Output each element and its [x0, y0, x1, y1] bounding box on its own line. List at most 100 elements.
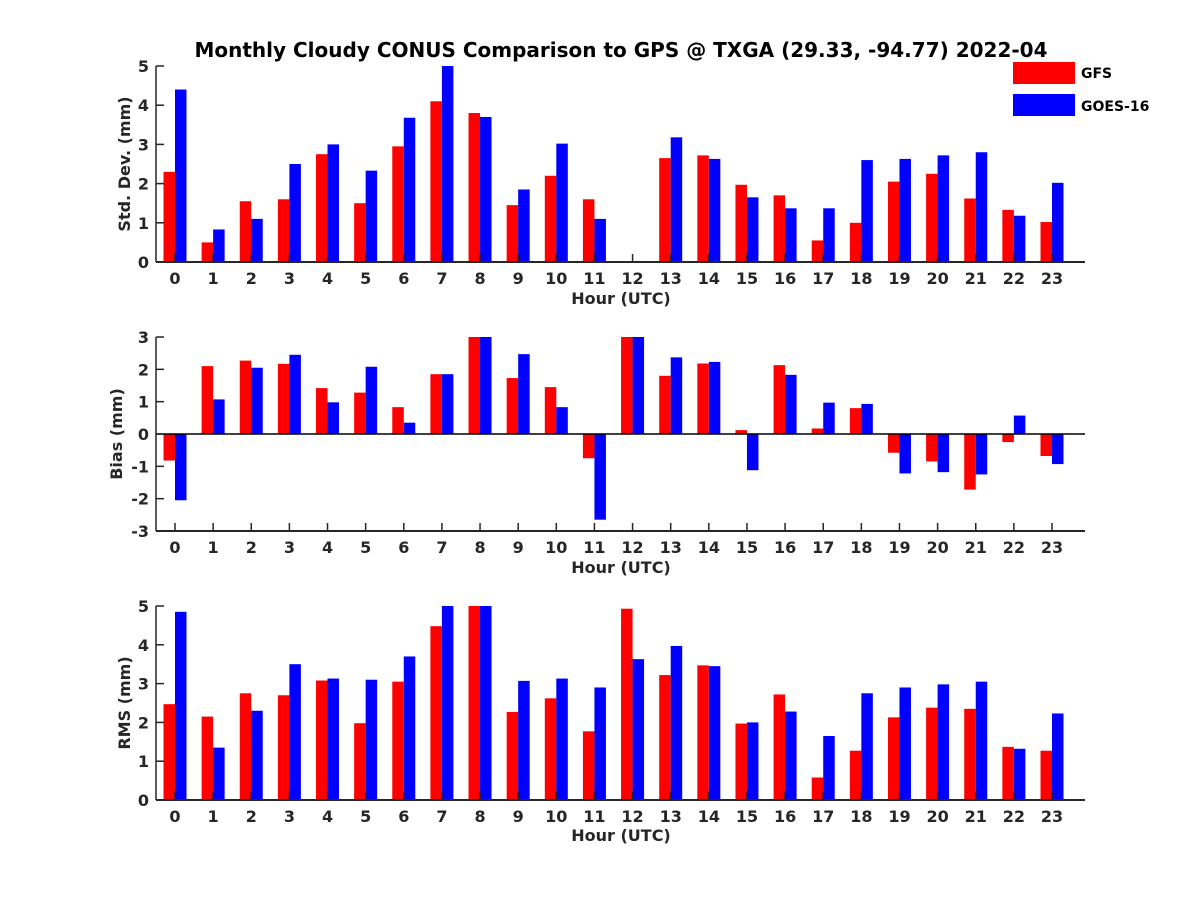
std-dev-x-tick-label: 17	[812, 269, 834, 288]
std-dev-bar-goes-16-hour-18	[861, 160, 873, 262]
bias-bar-gfs-hour-18	[849, 408, 862, 434]
std-dev-x-tick-label: 23	[1041, 269, 1063, 288]
std-dev-x-tick-label: 8	[474, 269, 485, 288]
bias-bar-goes-16-hour-7	[441, 374, 454, 434]
rms-y-tick-label: 2	[138, 713, 149, 732]
std-dev-y-tick-label: 0	[138, 253, 149, 272]
rms-bar-gfs-hour-4	[316, 680, 328, 800]
bias-x-tick-label: 8	[474, 538, 485, 557]
rms-bar-gfs-hour-18	[849, 750, 862, 800]
bias-x-tick-label: 14	[698, 538, 720, 557]
bias-y-axis-label: Bias (mm)	[107, 388, 126, 480]
rms-x-tick-label: 10	[545, 807, 567, 826]
bias-x-tick-label: 2	[246, 538, 257, 557]
bias-x-axis-label: Hour (UTC)	[571, 558, 671, 577]
rms-y-tick-label: 1	[138, 752, 149, 771]
bias-x-tick-label: 22	[1003, 538, 1025, 557]
bias-bar-goes-16-hour-1	[213, 399, 225, 434]
rms-x-axis-label: Hour (UTC)	[571, 826, 671, 845]
std-dev-bar-gfs-hour-21	[964, 198, 976, 262]
std-dev-bar-gfs-hour-17	[811, 240, 824, 262]
std-dev-x-tick-label: 21	[965, 269, 987, 288]
rms-bar-gfs-hour-14	[697, 665, 709, 800]
rms-bar-goes-16-hour-21	[975, 681, 988, 800]
std-dev-bar-gfs-hour-15	[735, 184, 747, 262]
std-dev-bar-gfs-hour-14	[697, 155, 709, 262]
bias-x-tick-label: 0	[169, 538, 180, 557]
std-dev-bar-gfs-hour-1	[201, 242, 214, 262]
rms-bar-goes-16-hour-19	[899, 687, 911, 800]
bias-bar-goes-16-hour-4	[327, 402, 340, 434]
bias-bar-goes-16-hour-23	[1052, 434, 1064, 465]
legend-swatch-gfs	[1013, 62, 1075, 84]
std-dev-bar-goes-16-hour-21	[975, 152, 988, 262]
std-dev-x-tick-label: 3	[284, 269, 295, 288]
rms-y-axis-label: RMS (mm)	[115, 656, 134, 749]
std-dev-bar-goes-16-hour-23	[1052, 182, 1064, 262]
legend: GFS GOES-16	[1013, 62, 1149, 116]
rms-x-tick-label: 6	[398, 807, 409, 826]
legend-label-goes-16: GOES-16	[1081, 99, 1149, 115]
rms-x-tick-label: 11	[583, 807, 605, 826]
std-dev-bar-goes-16-hour-5	[365, 170, 378, 262]
std-dev-bar-goes-16-hour-20	[937, 155, 950, 262]
rms-x-tick-label: 16	[774, 807, 796, 826]
std-dev-x-tick-label: 1	[208, 269, 219, 288]
bias-x-tick-label: 9	[513, 538, 524, 557]
bias-x-tick-label: 17	[812, 538, 834, 557]
bias-bar-gfs-hour-9	[506, 378, 519, 434]
bias-bar-gfs-hour-0	[163, 434, 175, 461]
std-dev-x-tick-label: 18	[850, 269, 872, 288]
std-dev-bar-gfs-hour-20	[926, 173, 938, 262]
std-dev-bar-goes-16-hour-6	[403, 117, 416, 263]
rms-bar-goes-16-hour-7	[441, 606, 454, 800]
std-dev-bar-gfs-hour-13	[659, 158, 671, 262]
bias-bar-goes-16-hour-3	[289, 354, 301, 434]
std-dev-bar-goes-16-hour-22	[1013, 215, 1026, 262]
rms-bar-gfs-hour-22	[1002, 746, 1014, 800]
rms-bar-goes-16-hour-6	[403, 656, 416, 800]
std-dev-bar-goes-16-hour-15	[746, 197, 759, 262]
bias-x-tick-label: 10	[545, 538, 567, 557]
rms-x-tick-label: 9	[513, 807, 524, 826]
bias-bar-goes-16-hour-8	[480, 337, 492, 434]
figure-title: Monthly Cloudy CONUS Comparison to GPS @…	[194, 38, 1047, 62]
bias-x-tick-label: 3	[284, 538, 295, 557]
rms-x-tick-label: 5	[360, 807, 371, 826]
std-dev-y-tick-label: 1	[138, 214, 149, 233]
rms-x-tick-label: 7	[436, 807, 447, 826]
rms-y-tick-label: 3	[138, 675, 149, 694]
bias-bar-gfs-hour-3	[277, 363, 290, 434]
legend-label-gfs: GFS	[1081, 66, 1112, 82]
std-dev-y-axis-label: Std. Dev. (mm)	[115, 96, 134, 231]
bias-bar-goes-16-hour-9	[518, 354, 530, 434]
rms-bar-goes-16-hour-4	[327, 678, 340, 800]
rms-x-tick-label: 23	[1041, 807, 1063, 826]
bias-x-tick-label: 23	[1041, 538, 1063, 557]
rms-bar-goes-16-hour-10	[556, 678, 568, 800]
bias-x-tick-label: 11	[583, 538, 605, 557]
rms-y-tick-label: 5	[138, 597, 149, 616]
bias-x-tick-label: 13	[660, 538, 682, 557]
bias-bar-gfs-hour-15	[735, 430, 747, 434]
std-dev-bar-goes-16-hour-7	[441, 66, 454, 262]
std-dev-bar-gfs-hour-7	[430, 101, 442, 262]
rms-x-tick-label: 18	[850, 807, 872, 826]
bias-x-tick-label: 19	[888, 538, 910, 557]
rms-bar-gfs-hour-13	[659, 675, 671, 800]
rms-bar-goes-16-hour-1	[213, 747, 225, 800]
rms-bar-gfs-hour-23	[1040, 750, 1052, 800]
rms-bar-gfs-hour-10	[544, 698, 557, 800]
rms-x-tick-label: 21	[965, 807, 987, 826]
rms-bar-goes-16-hour-11	[594, 687, 606, 800]
bias-bar-goes-16-hour-16	[785, 374, 797, 434]
std-dev-bar-gfs-hour-22	[1002, 209, 1014, 262]
rms-bar-gfs-hour-11	[582, 731, 595, 800]
rms-x-tick-label: 4	[322, 807, 333, 826]
std-dev-bar-gfs-hour-4	[316, 154, 328, 262]
std-dev-bar-gfs-hour-5	[354, 203, 366, 262]
bias-bar-gfs-hour-1	[201, 366, 214, 434]
